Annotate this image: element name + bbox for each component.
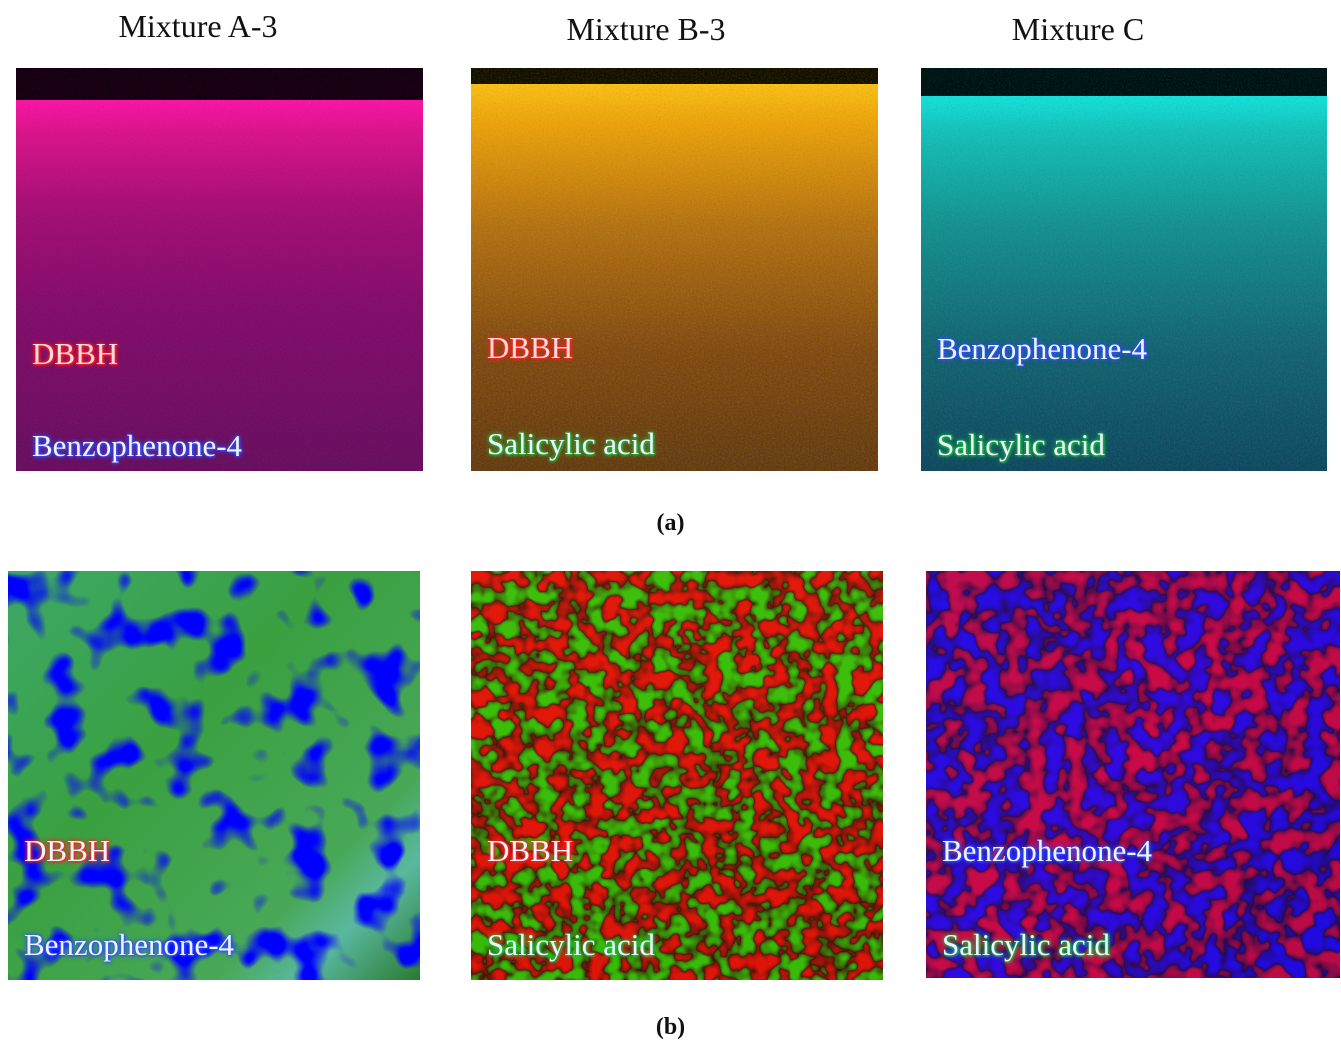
micrograph: Benzophenone-4 Salicylic acid	[926, 571, 1340, 978]
image-texture	[8, 571, 420, 980]
image-texture	[471, 68, 878, 471]
channel-label: DBBH	[487, 330, 573, 366]
channel-label: Salicylic acid	[942, 927, 1110, 963]
channel-label: Benzophenone-4	[32, 428, 242, 464]
image-texture	[471, 571, 883, 980]
channel-label: DBBH	[32, 336, 118, 372]
micrograph: DBBH Benzophenone-4	[16, 68, 423, 471]
channel-label: DBBH	[487, 833, 573, 869]
channel-label: Salicylic acid	[937, 427, 1105, 463]
channel-label: Salicylic acid	[487, 927, 655, 963]
channel-label: Benzophenone-4	[937, 331, 1147, 367]
caption: (a)	[0, 510, 1341, 537]
channel-label: Benzophenone-4	[24, 927, 234, 963]
image-texture	[921, 68, 1327, 471]
micrograph: DBBH Salicylic acid	[471, 571, 883, 980]
image-texture	[926, 571, 1340, 978]
micrograph: Benzophenone-4 Salicylic acid	[921, 68, 1327, 471]
channel-label: Benzophenone-4	[942, 833, 1152, 869]
column-title: Mixture A-3	[0, 8, 408, 45]
channel-label: DBBH	[24, 833, 110, 869]
channel-label: Salicylic acid	[487, 426, 655, 462]
figure: Mixture A-3 Mixture B-3 Mixture C (a) (b…	[0, 0, 1341, 1045]
column-title: Mixture B-3	[436, 11, 856, 48]
column-title: Mixture C	[868, 11, 1288, 48]
image-texture	[16, 68, 423, 471]
micrograph: DBBH Salicylic acid	[471, 68, 878, 471]
micrograph: DBBH Benzophenone-4	[8, 571, 420, 980]
caption: (b)	[0, 1014, 1341, 1041]
